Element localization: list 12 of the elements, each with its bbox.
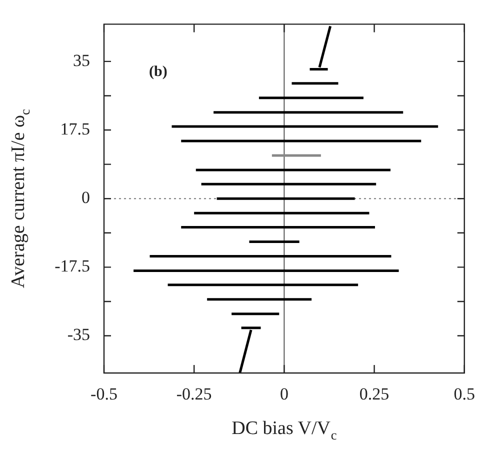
x-tick-label: -0.5 [90, 384, 118, 404]
y-axis-title: Average current πI/e ωc [8, 108, 33, 288]
x-tick-label: 0.5 [454, 384, 475, 404]
x-tick-label: -0.25 [176, 384, 212, 404]
y-tick-label: 17.5 [60, 119, 90, 138]
annotation: (b) [149, 64, 168, 80]
y-tick-label: -17.5 [54, 256, 90, 276]
y-tick-label: 0 [82, 188, 90, 208]
y-tick-label: -35 [67, 325, 90, 344]
y-tick-label: 35 [73, 50, 90, 70]
x-tick-label: 0 [280, 384, 288, 404]
x-tick-label: 0.25 [359, 384, 390, 404]
